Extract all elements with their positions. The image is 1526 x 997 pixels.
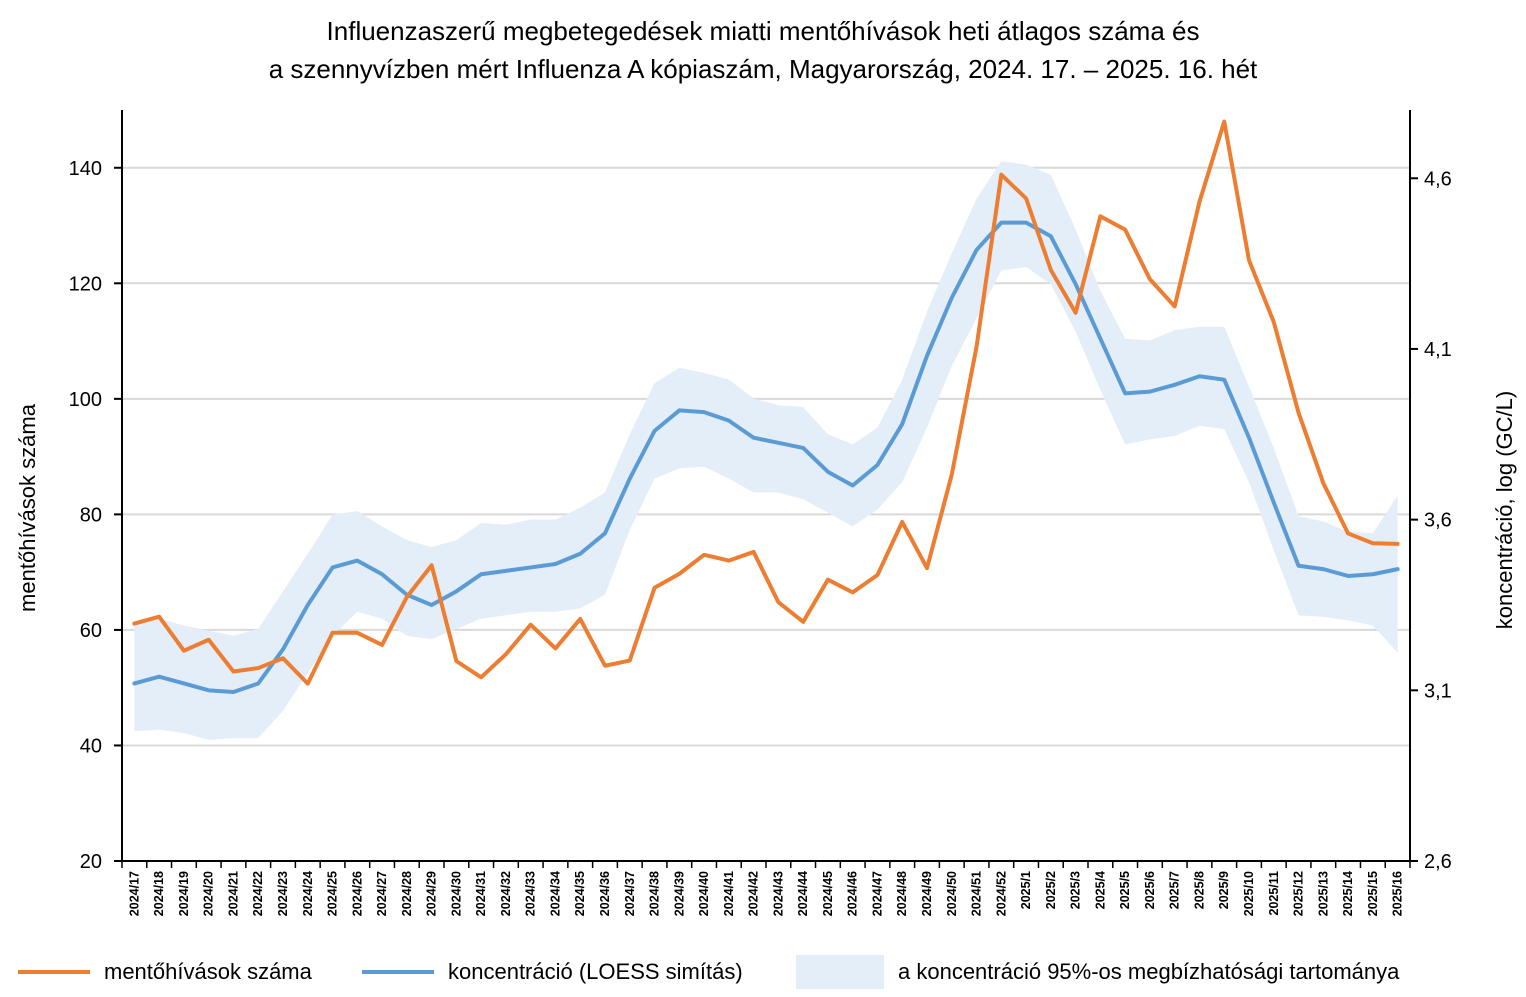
- x-tick-label-34: 2024/51: [970, 871, 984, 916]
- y2-tick-label-4: 4,6: [1424, 168, 1452, 190]
- x-tick-label-39: 2025/4: [1093, 871, 1107, 909]
- legend-swatch-band: [796, 955, 884, 989]
- x-tick-label-40: 2025/5: [1118, 871, 1132, 909]
- x-tick-label-4: 2024/21: [226, 871, 240, 916]
- legend-swatch-concentration: [362, 970, 434, 974]
- y2-tick-label-3: 4,1: [1424, 339, 1452, 361]
- x-tick-label-49: 2025/14: [1341, 871, 1355, 916]
- x-tick-label-13: 2024/30: [449, 871, 463, 916]
- x-tick-label-0: 2024/17: [127, 871, 141, 916]
- x-tick-label-15: 2024/32: [499, 871, 513, 916]
- x-tick-label-45: 2025/10: [1242, 871, 1256, 916]
- y2-tick-label-1: 3,1: [1424, 680, 1452, 702]
- x-tick-label-17: 2024/34: [548, 871, 562, 916]
- x-tick-label-19: 2024/36: [598, 871, 612, 916]
- x-tick-label-31: 2024/48: [895, 871, 909, 916]
- x-axis-ticks: 2024/17 2024/18 2024/19 2024/20 2024/21 2024/…: [121, 861, 1411, 916]
- y-tick-label-2: 60: [80, 620, 102, 642]
- right-axis-ticks: 2,6 3,1 3,6 4,1 4,6: [1410, 168, 1452, 873]
- x-tick-label-29: 2024/46: [846, 871, 860, 916]
- x-tick-label-30: 2024/47: [870, 871, 884, 916]
- legend: mentőhívások száma koncentráció (LOESS s…: [0, 950, 1526, 994]
- x-tick-label-41: 2025/6: [1143, 871, 1157, 909]
- x-tick-label-38: 2025/3: [1069, 871, 1083, 909]
- x-tick-label-14: 2024/31: [474, 871, 488, 916]
- chart-title: Influenzaszerű megbetegedések miatti men…: [0, 12, 1526, 88]
- x-tick-label-36: 2025/1: [1019, 871, 1033, 909]
- y2-tick-label-2: 3,6: [1424, 510, 1452, 532]
- legend-label-concentration: koncentráció (LOESS simítás): [448, 959, 743, 984]
- x-tick-label-6: 2024/23: [276, 871, 290, 916]
- y-tick-label-1: 40: [80, 735, 102, 757]
- x-tick-label-25: 2024/42: [747, 871, 761, 916]
- x-tick-label-44: 2025/9: [1217, 871, 1231, 909]
- x-tick-label-47: 2025/12: [1292, 871, 1306, 916]
- legend-item-band: a koncentráció 95%-os megbízhatósági tar…: [796, 950, 1399, 994]
- legend-swatch-calls: [18, 970, 90, 974]
- y-tick-label-6: 140: [69, 158, 102, 180]
- legend-label-band: a koncentráció 95%-os megbízhatósági tar…: [898, 959, 1400, 984]
- y-axis-title: mentőhívások száma: [15, 403, 40, 612]
- x-tick-label-48: 2025/13: [1316, 871, 1330, 916]
- x-tick-label-21: 2024/38: [648, 871, 662, 916]
- x-tick-label-10: 2024/27: [375, 871, 389, 916]
- chart-title-line-1: Influenzaszerű megbetegedések miatti men…: [326, 16, 1200, 46]
- x-tick-label-51: 2025/16: [1391, 871, 1405, 916]
- x-tick-label-26: 2024/43: [771, 871, 785, 916]
- x-tick-label-18: 2024/35: [573, 871, 587, 916]
- x-tick-label-42: 2025/7: [1168, 871, 1182, 909]
- y-tick-label-3: 80: [80, 504, 102, 526]
- x-tick-label-7: 2024/24: [301, 871, 315, 916]
- x-tick-label-23: 2024/40: [697, 871, 711, 916]
- x-tick-label-1: 2024/18: [152, 871, 166, 916]
- chart-plot: 20 40 60 80 100 120 140 2,6 3,1 3,6 4,1 4,6 2024/1…: [15, 110, 1517, 916]
- x-tick-label-22: 2024/39: [672, 871, 686, 916]
- x-tick-label-28: 2024/45: [821, 871, 835, 916]
- series-line-concentration: [132, 220, 1400, 695]
- x-tick-label-33: 2024/50: [945, 871, 959, 916]
- x-tick-label-5: 2024/22: [251, 871, 265, 916]
- legend-item-concentration: koncentráció (LOESS simítás): [362, 950, 743, 994]
- y-tick-label-0: 20: [80, 851, 102, 873]
- series-layer: [132, 119, 1400, 695]
- x-tick-label-9: 2024/26: [350, 871, 364, 916]
- x-tick-label-8: 2024/25: [326, 871, 340, 916]
- x-tick-label-16: 2024/33: [524, 871, 538, 916]
- y-tick-label-4: 100: [69, 389, 102, 411]
- x-tick-label-43: 2025/8: [1192, 871, 1206, 909]
- legend-label-calls: mentőhívások száma: [104, 959, 312, 984]
- x-tick-label-27: 2024/44: [796, 871, 810, 916]
- x-tick-label-12: 2024/29: [425, 871, 439, 916]
- x-tick-label-2: 2024/19: [177, 871, 191, 916]
- left-axis-ticks: 20 40 60 80 100 120 140: [69, 158, 122, 873]
- x-tick-label-50: 2025/15: [1366, 871, 1380, 916]
- series-line-calls: [132, 119, 1400, 686]
- x-tick-label-35: 2024/52: [994, 871, 1008, 916]
- y2-tick-label-0: 2,6: [1424, 851, 1452, 873]
- y2-axis-title: koncentráció, log (GC/L): [1492, 391, 1517, 629]
- chart-title-line-2: a szennyvízben mért Influenza A kópiaszá…: [268, 54, 1258, 84]
- x-tick-label-20: 2024/37: [623, 871, 637, 916]
- x-tick-label-37: 2025/2: [1044, 871, 1058, 909]
- x-tick-label-11: 2024/28: [400, 871, 414, 916]
- legend-item-calls: mentőhívások száma: [18, 950, 312, 994]
- x-tick-label-46: 2025/11: [1267, 871, 1281, 916]
- x-tick-label-32: 2024/49: [920, 871, 934, 916]
- x-tick-label-3: 2024/20: [202, 871, 216, 916]
- y-tick-label-5: 120: [69, 273, 102, 295]
- x-tick-label-24: 2024/41: [722, 871, 736, 916]
